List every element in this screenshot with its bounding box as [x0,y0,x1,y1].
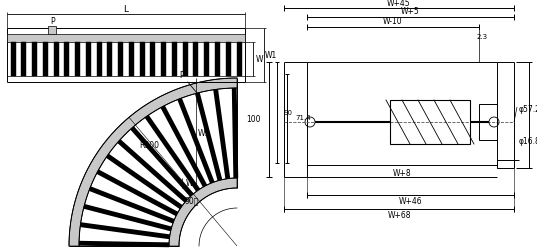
Text: W+45: W+45 [387,0,411,7]
Text: P: P [50,18,55,27]
Text: W: W [256,55,264,63]
Text: L: L [124,5,128,14]
Bar [64,42,69,76]
Text: R900: R900 [139,142,159,151]
Bar [183,42,188,76]
Text: P: P [179,71,184,80]
Text: φ16.8: φ16.8 [519,137,537,147]
Bar [390,100,470,144]
Bar [479,104,497,140]
Text: W+5: W+5 [401,7,420,17]
Text: W: W [186,179,194,187]
Text: W+8: W+8 [393,168,411,178]
Text: W-10: W-10 [383,18,403,27]
Bar [226,42,231,76]
Text: 71.4: 71.4 [295,115,310,121]
Text: W1: W1 [265,51,277,60]
Polygon shape [69,78,237,246]
Bar [11,42,16,76]
Text: W+46: W+46 [398,197,422,207]
Text: 90: 90 [283,110,292,116]
Bar [204,42,209,76]
Bar [32,42,37,76]
Bar [193,42,199,76]
Text: 30: 30 [536,111,537,120]
Bar [86,42,91,76]
Bar [215,42,220,76]
Bar [54,42,59,76]
Bar [7,34,245,42]
Bar [75,42,80,76]
Text: 2.3: 2.3 [476,34,488,40]
Bar [140,42,144,76]
Bar [21,42,26,76]
Text: 100: 100 [246,115,261,124]
Text: 90度: 90度 [185,196,199,206]
Polygon shape [169,178,237,246]
Text: W+68: W+68 [387,212,411,220]
Bar [129,42,134,76]
Bar [48,26,56,34]
Bar [97,42,101,76]
Text: W1: W1 [198,128,210,137]
Bar [150,42,155,76]
Bar [118,42,123,76]
Bar [172,42,177,76]
Text: φ57.2: φ57.2 [519,105,537,115]
Bar [161,42,166,76]
Bar [43,42,48,76]
Bar [236,42,242,76]
Bar [107,42,112,76]
